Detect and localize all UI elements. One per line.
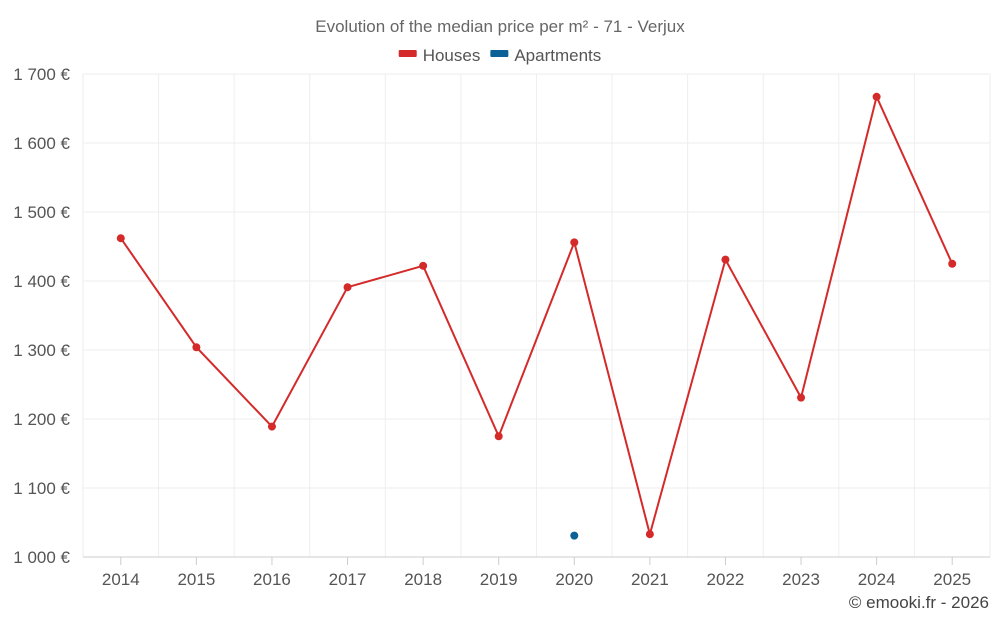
x-tick-label: 2020 [555, 570, 593, 589]
y-tick-label: 1 300 € [13, 341, 70, 360]
legend: Houses Apartments [398, 46, 601, 65]
data-point-houses[interactable] [343, 283, 352, 292]
x-tick-label: 2025 [933, 570, 971, 589]
data-point-houses[interactable] [872, 92, 881, 101]
x-tick-label: 2016 [253, 570, 291, 589]
data-point-houses[interactable] [494, 432, 503, 441]
x-axis: 2014 2015 2016 2017 2018 2019 2020 2021 2022 2023… [83, 556, 990, 589]
y-tick-label: 1 100 € [13, 479, 70, 498]
x-tick-label: 2015 [177, 570, 215, 589]
data-point-houses[interactable] [116, 234, 125, 243]
x-tick-label: 2022 [707, 570, 745, 589]
x-tick-label: 2018 [404, 570, 442, 589]
data-point-houses[interactable] [192, 343, 201, 352]
credit: © emooki.fr - 2026 [848, 593, 989, 612]
x-tick-label: 2023 [782, 570, 820, 589]
data-point-apartments[interactable] [570, 531, 579, 540]
series-line-houses [119, 93, 954, 539]
x-tick-label: 2014 [102, 570, 140, 589]
plot-area [116, 92, 957, 540]
data-point-houses[interactable] [419, 261, 428, 270]
legend-label: Apartments [514, 46, 601, 65]
y-tick-label: 1 700 € [13, 65, 70, 84]
legend-swatch[interactable] [398, 50, 417, 57]
y-tick-label: 1 200 € [13, 410, 70, 429]
data-point-houses[interactable] [570, 238, 579, 247]
grid [82, 73, 991, 557]
legend-label: Houses [423, 46, 481, 65]
data-point-houses[interactable] [645, 530, 654, 539]
data-point-houses[interactable] [721, 255, 730, 264]
legend-swatch[interactable] [490, 50, 509, 57]
y-tick-label: 1 000 € [13, 548, 70, 567]
data-point-houses[interactable] [797, 393, 806, 402]
data-point-houses[interactable] [267, 422, 276, 431]
y-tick-label: 1 500 € [13, 203, 70, 222]
x-tick-label: 2019 [480, 570, 518, 589]
y-axis: 1 000 € 1 100 € 1 200 € 1 300 € 1 400 € 1 500… [13, 65, 70, 567]
data-point-houses[interactable] [948, 259, 957, 268]
x-tick-label: 2017 [329, 570, 367, 589]
x-tick-label: 2024 [858, 570, 896, 589]
chart-title: Evolution of the median price per m² - 7… [315, 17, 685, 36]
y-tick-label: 1 600 € [13, 134, 70, 153]
y-tick-label: 1 400 € [13, 272, 70, 291]
x-tick-label: 2021 [631, 570, 669, 589]
